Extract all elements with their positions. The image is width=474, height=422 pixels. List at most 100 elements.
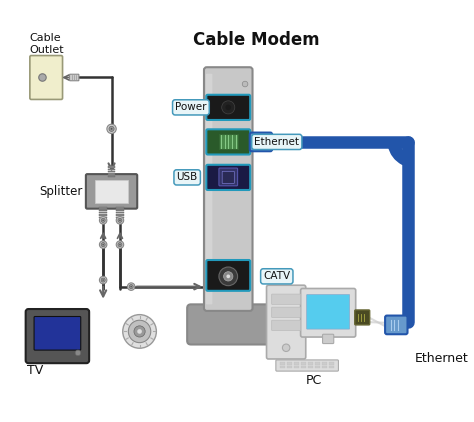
Circle shape	[224, 272, 233, 281]
Circle shape	[109, 126, 114, 131]
FancyBboxPatch shape	[250, 133, 272, 151]
Circle shape	[101, 278, 105, 282]
FancyBboxPatch shape	[222, 171, 234, 184]
Bar	[315, 365, 320, 368]
FancyBboxPatch shape	[206, 129, 250, 154]
Text: Cable Modem: Cable Modem	[193, 31, 319, 49]
Circle shape	[128, 283, 135, 290]
Circle shape	[102, 219, 104, 221]
FancyBboxPatch shape	[206, 95, 250, 120]
FancyBboxPatch shape	[26, 309, 89, 363]
Circle shape	[102, 244, 104, 245]
Circle shape	[110, 128, 112, 130]
Bar	[308, 365, 313, 368]
FancyBboxPatch shape	[276, 360, 338, 371]
FancyBboxPatch shape	[204, 67, 253, 311]
Bar	[100, 216, 107, 218]
Bar	[301, 362, 306, 365]
Circle shape	[130, 286, 132, 287]
Bar	[108, 171, 115, 172]
Text: Ethernet: Ethernet	[255, 137, 299, 147]
Circle shape	[119, 244, 121, 245]
Bar	[315, 362, 320, 365]
Bar	[287, 365, 292, 368]
Circle shape	[129, 284, 133, 289]
Circle shape	[128, 320, 151, 343]
FancyBboxPatch shape	[385, 316, 408, 334]
FancyBboxPatch shape	[187, 304, 269, 344]
Bar	[322, 365, 327, 368]
FancyBboxPatch shape	[219, 133, 237, 149]
Bar	[116, 210, 124, 211]
FancyBboxPatch shape	[266, 285, 306, 359]
FancyBboxPatch shape	[322, 334, 334, 344]
Circle shape	[39, 74, 46, 81]
FancyBboxPatch shape	[355, 310, 370, 325]
FancyBboxPatch shape	[206, 260, 250, 291]
Bar	[100, 207, 107, 208]
FancyBboxPatch shape	[206, 165, 250, 190]
Text: Power: Power	[175, 103, 207, 112]
Circle shape	[100, 241, 107, 248]
Circle shape	[123, 315, 156, 348]
Bar	[287, 362, 292, 365]
Text: Splitter: Splitter	[39, 185, 82, 198]
Text: Cable
Outlet: Cable Outlet	[29, 33, 64, 55]
Circle shape	[118, 218, 122, 222]
Bar	[328, 362, 334, 365]
Circle shape	[101, 218, 105, 222]
Bar	[322, 362, 327, 365]
Bar	[308, 362, 313, 365]
Text: TV: TV	[27, 364, 43, 377]
FancyBboxPatch shape	[34, 316, 81, 350]
Text: CATV: CATV	[263, 271, 291, 281]
Circle shape	[283, 344, 290, 352]
Circle shape	[101, 243, 105, 247]
Bar	[328, 365, 334, 368]
Bar	[100, 212, 107, 214]
Circle shape	[102, 279, 104, 281]
FancyBboxPatch shape	[301, 289, 356, 337]
Circle shape	[116, 216, 124, 224]
Bar	[280, 365, 285, 368]
Circle shape	[226, 105, 231, 110]
Bar	[108, 173, 115, 175]
Bar	[280, 362, 285, 365]
Circle shape	[242, 81, 248, 87]
Circle shape	[134, 326, 145, 337]
Bar	[116, 214, 124, 216]
Bar	[95, 180, 128, 203]
FancyBboxPatch shape	[272, 294, 301, 304]
Bar	[116, 207, 124, 208]
FancyBboxPatch shape	[307, 295, 350, 329]
FancyBboxPatch shape	[272, 307, 301, 317]
Bar	[293, 365, 299, 368]
FancyBboxPatch shape	[30, 56, 63, 100]
FancyBboxPatch shape	[86, 174, 137, 208]
Circle shape	[100, 216, 107, 224]
Circle shape	[100, 276, 107, 284]
Text: USB: USB	[176, 173, 198, 182]
FancyBboxPatch shape	[70, 74, 79, 81]
FancyBboxPatch shape	[206, 74, 212, 304]
FancyBboxPatch shape	[272, 320, 301, 330]
Circle shape	[75, 350, 81, 356]
Circle shape	[219, 267, 237, 286]
Circle shape	[222, 101, 235, 114]
Circle shape	[118, 243, 122, 247]
Circle shape	[137, 329, 142, 334]
Circle shape	[119, 219, 121, 221]
Bar	[116, 216, 124, 218]
FancyBboxPatch shape	[219, 168, 237, 186]
Text: PC: PC	[306, 374, 322, 387]
Bar	[100, 214, 107, 216]
Bar	[108, 176, 115, 177]
Bar	[100, 210, 107, 211]
Bar	[293, 362, 299, 365]
Bar	[108, 168, 115, 170]
Bar	[301, 365, 306, 368]
Bar	[116, 212, 124, 214]
Circle shape	[116, 241, 124, 248]
Circle shape	[107, 124, 116, 133]
Text: Ethernet: Ethernet	[415, 352, 469, 365]
